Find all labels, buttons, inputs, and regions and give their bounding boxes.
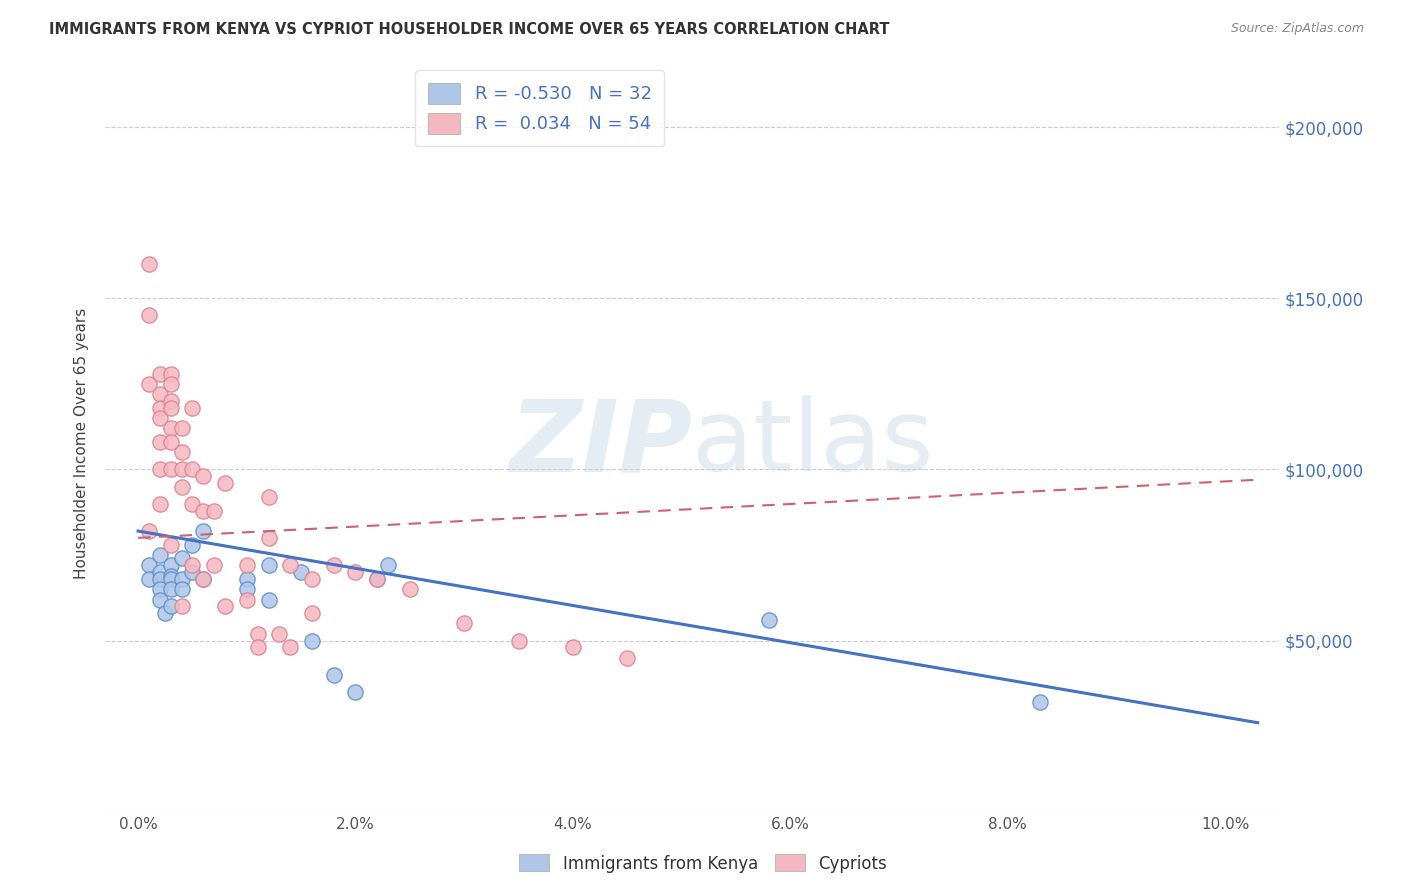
Point: [322, 558, 344, 573]
Point: [616, 650, 638, 665]
Point: [193, 524, 215, 538]
Y-axis label: Householder Income Over 65 years: Householder Income Over 65 years: [75, 308, 90, 580]
Point: [508, 633, 530, 648]
Point: [138, 524, 160, 538]
Point: [193, 503, 215, 517]
Point: [344, 685, 367, 699]
Point: [202, 558, 225, 573]
Point: [257, 592, 280, 607]
Point: [269, 626, 291, 640]
Point: [149, 401, 172, 415]
Point: [170, 551, 193, 566]
Legend: Immigrants from Kenya, Cypriots: Immigrants from Kenya, Cypriots: [513, 847, 893, 880]
Point: [159, 568, 181, 582]
Point: [159, 558, 181, 573]
Point: [149, 367, 172, 381]
Point: [170, 421, 193, 435]
Point: [257, 558, 280, 573]
Point: [149, 411, 172, 425]
Point: [159, 462, 181, 476]
Point: [170, 462, 193, 476]
Point: [181, 497, 204, 511]
Point: [159, 435, 181, 450]
Point: [149, 462, 172, 476]
Point: [278, 558, 301, 573]
Point: [159, 394, 181, 409]
Point: [193, 572, 215, 586]
Point: [236, 572, 259, 586]
Point: [181, 538, 204, 552]
Point: [170, 599, 193, 614]
Point: [301, 572, 323, 586]
Point: [181, 565, 204, 579]
Point: [453, 616, 475, 631]
Point: [149, 572, 172, 586]
Point: [246, 626, 269, 640]
Point: [149, 435, 172, 450]
Point: [181, 558, 204, 573]
Point: [301, 606, 323, 620]
Point: [181, 462, 204, 476]
Point: [366, 572, 388, 586]
Point: [159, 421, 181, 435]
Point: [159, 376, 181, 391]
Point: [758, 613, 780, 627]
Point: [1029, 695, 1052, 709]
Point: [193, 469, 215, 483]
Point: [149, 582, 172, 597]
Legend: R = -0.530   N = 32, R =  0.034   N = 54: R = -0.530 N = 32, R = 0.034 N = 54: [415, 70, 665, 146]
Point: [149, 592, 172, 607]
Point: [278, 640, 301, 655]
Point: [159, 401, 181, 415]
Point: [149, 497, 172, 511]
Point: [170, 572, 193, 586]
Point: [149, 565, 172, 579]
Point: [181, 401, 204, 415]
Point: [301, 633, 323, 648]
Point: [149, 548, 172, 562]
Text: ZIP: ZIP: [509, 395, 693, 492]
Point: [322, 668, 344, 682]
Point: [257, 531, 280, 545]
Point: [159, 538, 181, 552]
Text: atlas: atlas: [693, 395, 934, 492]
Point: [214, 599, 236, 614]
Point: [149, 387, 172, 401]
Point: [202, 503, 225, 517]
Text: Source: ZipAtlas.com: Source: ZipAtlas.com: [1230, 22, 1364, 36]
Point: [214, 476, 236, 491]
Point: [398, 582, 420, 597]
Point: [155, 606, 177, 620]
Point: [159, 367, 181, 381]
Point: [159, 599, 181, 614]
Point: [246, 640, 269, 655]
Point: [159, 582, 181, 597]
Point: [170, 582, 193, 597]
Point: [138, 376, 160, 391]
Point: [366, 572, 388, 586]
Point: [159, 572, 181, 586]
Point: [290, 565, 312, 579]
Point: [236, 558, 259, 573]
Point: [138, 572, 160, 586]
Point: [344, 565, 367, 579]
Text: IMMIGRANTS FROM KENYA VS CYPRIOT HOUSEHOLDER INCOME OVER 65 YEARS CORRELATION CH: IMMIGRANTS FROM KENYA VS CYPRIOT HOUSEHO…: [49, 22, 890, 37]
Point: [138, 257, 160, 271]
Point: [170, 479, 193, 493]
Point: [561, 640, 583, 655]
Point: [138, 558, 160, 573]
Point: [193, 572, 215, 586]
Point: [138, 309, 160, 323]
Point: [377, 558, 399, 573]
Point: [170, 445, 193, 459]
Point: [236, 592, 259, 607]
Point: [257, 490, 280, 504]
Point: [236, 582, 259, 597]
